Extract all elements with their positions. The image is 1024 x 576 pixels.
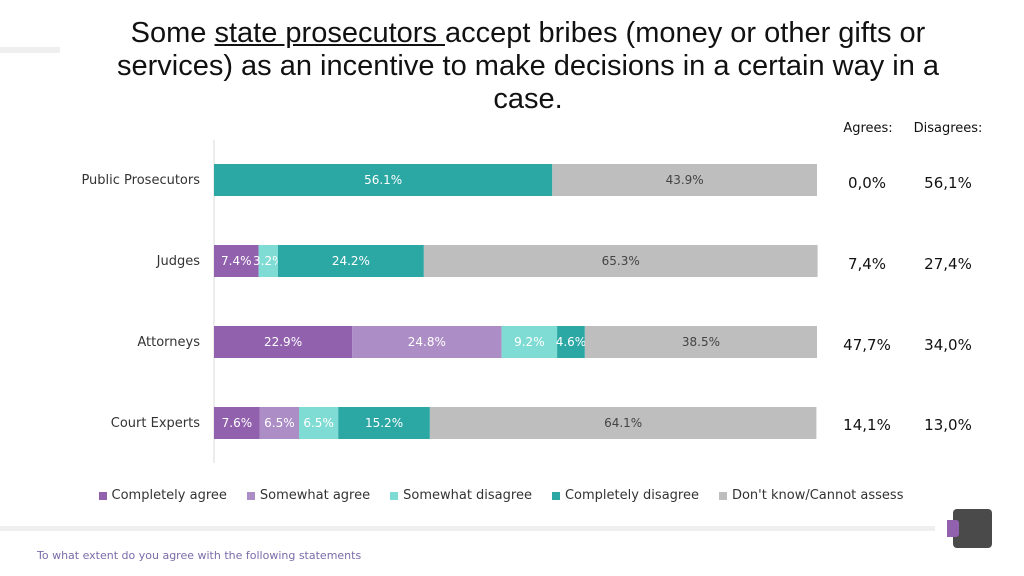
- data-label: 56.1%: [364, 173, 402, 187]
- bar-segment: [214, 245, 259, 277]
- category-label: Judges: [156, 254, 201, 269]
- summary-agrees-public-prosecutors: 0,0%: [847, 174, 887, 192]
- agrees-header: Agrees:: [843, 121, 893, 136]
- data-label: 64.1%: [604, 416, 642, 430]
- data-label: 9.2%: [514, 335, 545, 349]
- legend-label: Don't know/Cannot assess: [731, 488, 904, 503]
- legend-item: Somewhat disagree: [390, 488, 532, 503]
- summary-disagrees-court-experts: 13,0%: [924, 416, 972, 434]
- bar-segment: [299, 407, 339, 439]
- bar-segment: [277, 245, 424, 277]
- data-label: 43.9%: [666, 173, 704, 187]
- bar-segment: [584, 326, 817, 358]
- bar-segment: [557, 326, 585, 358]
- title-underlined: state prosecutors: [214, 17, 445, 49]
- data-label: 4.6%: [556, 335, 587, 349]
- data-label: 6.5%: [264, 416, 295, 430]
- category-label: Public Prosecutors: [81, 173, 200, 188]
- decorative-bottom-bar: [0, 526, 935, 531]
- summary-agrees-judges: 7,4%: [847, 255, 887, 273]
- legend-swatch: [246, 491, 255, 500]
- category-label: Court Experts: [111, 416, 200, 431]
- data-label: 65.3%: [602, 254, 640, 268]
- legend-label: Somewhat agree: [259, 488, 371, 503]
- title-part-1: Some: [130, 17, 215, 49]
- data-label: 38.5%: [682, 335, 720, 349]
- data-label: 22.9%: [264, 335, 302, 349]
- bar-segment: [258, 245, 278, 277]
- legend-swatch: [551, 491, 560, 500]
- decorative-top-bar: [0, 47, 60, 53]
- legend-item: Don't know/Cannot assess: [718, 488, 904, 503]
- bar-segment: [214, 164, 553, 196]
- legend-label: Completely disagree: [564, 488, 699, 503]
- legend-item: Somewhat agree: [246, 488, 371, 503]
- summary-disagrees-attorneys: 34,0%: [924, 336, 972, 354]
- category-label: Attorneys: [137, 335, 200, 350]
- bar-segment: [423, 245, 818, 277]
- data-label: 7.4%: [221, 254, 252, 268]
- legend-swatch: [718, 491, 727, 500]
- data-label: 7.6%: [222, 416, 253, 430]
- legend-swatch: [98, 491, 107, 500]
- data-label: 24.2%: [332, 254, 370, 268]
- footer-note: To what extent do you agree with the fol…: [37, 549, 362, 562]
- bar-segment: [259, 407, 300, 439]
- bar-segment: [338, 407, 430, 439]
- summary-disagrees-public-prosecutors: 56,1%: [924, 174, 972, 192]
- summary-agrees-court-experts: 14,1%: [843, 416, 891, 434]
- legend-item: Completely disagree: [551, 488, 699, 503]
- title-part-2: accept bribes (money or other gifts or s…: [116, 17, 940, 115]
- summary-disagrees-judges: 27,4%: [924, 255, 972, 273]
- bar-segment: [214, 326, 353, 358]
- data-label: 15.2%: [365, 416, 403, 430]
- legend-swatch: [390, 491, 399, 500]
- data-label: 6.5%: [303, 416, 334, 430]
- chart-legend: Completely agree Somewhat agree Somewhat d…: [0, 488, 1000, 503]
- stacked-bar-chart: Public Prosecutors 56.1% 43.9% Judges 7.4% 3.…: [81, 140, 818, 463]
- bar-segment: [214, 407, 260, 439]
- legend-label: Completely agree: [111, 488, 227, 503]
- data-label: 3.2%: [253, 254, 284, 268]
- brand-logo: [942, 509, 992, 548]
- bar-segment: [501, 326, 558, 358]
- summary-agrees-attorneys: 47,7%: [843, 336, 891, 354]
- bar-segment: [429, 407, 817, 439]
- legend-label: Somewhat disagree: [403, 488, 532, 503]
- legend-item: Completely agree: [98, 488, 227, 503]
- data-label: 24.8%: [408, 335, 446, 349]
- disagrees-header: Disagrees:: [913, 121, 983, 136]
- bar-segment: [552, 164, 817, 196]
- chart-title: Some state prosecutors accept bribes (mo…: [90, 17, 966, 116]
- bar-segment: [352, 326, 502, 358]
